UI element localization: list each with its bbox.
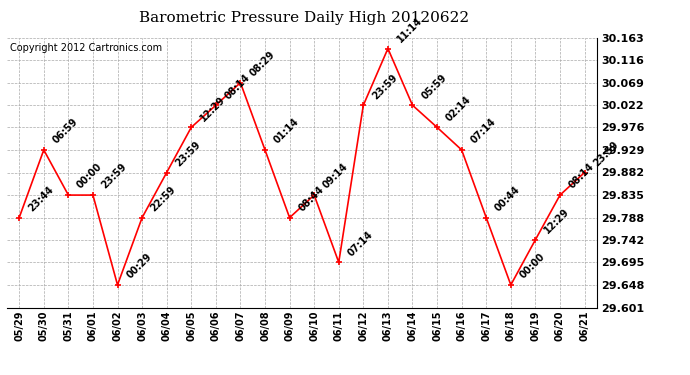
Text: 00:00: 00:00 [75, 162, 104, 191]
Text: 23:59: 23:59 [371, 72, 400, 101]
Text: Barometric Pressure Daily High 20120622: Barometric Pressure Daily High 20120622 [139, 11, 469, 25]
Text: 09:14: 09:14 [321, 162, 350, 191]
Text: 23:59: 23:59 [174, 140, 203, 168]
Text: 00:44: 00:44 [493, 184, 522, 213]
Text: 00:00: 00:00 [518, 252, 546, 281]
Text: 12:29: 12:29 [198, 94, 227, 123]
Text: 06:59: 06:59 [51, 117, 80, 146]
Text: 11:14: 11:14 [395, 15, 424, 44]
Text: 23:59: 23:59 [591, 140, 620, 168]
Text: 02:14: 02:14 [444, 94, 473, 123]
Text: 08:14: 08:14 [567, 162, 596, 191]
Text: 07:14: 07:14 [346, 229, 375, 258]
Text: 08:29: 08:29 [248, 50, 277, 78]
Text: 08:44: 08:44 [297, 184, 326, 213]
Text: 08:14: 08:14 [223, 72, 252, 101]
Text: 22:59: 22:59 [149, 184, 178, 213]
Text: 07:14: 07:14 [469, 117, 497, 146]
Text: 00:29: 00:29 [124, 252, 153, 281]
Text: 23:59: 23:59 [100, 162, 129, 191]
Text: 01:14: 01:14 [272, 117, 301, 146]
Text: 23:44: 23:44 [26, 184, 55, 213]
Text: 05:59: 05:59 [420, 72, 448, 101]
Text: Copyright 2012 Cartronics.com: Copyright 2012 Cartronics.com [10, 43, 162, 53]
Text: 12:29: 12:29 [542, 207, 571, 236]
